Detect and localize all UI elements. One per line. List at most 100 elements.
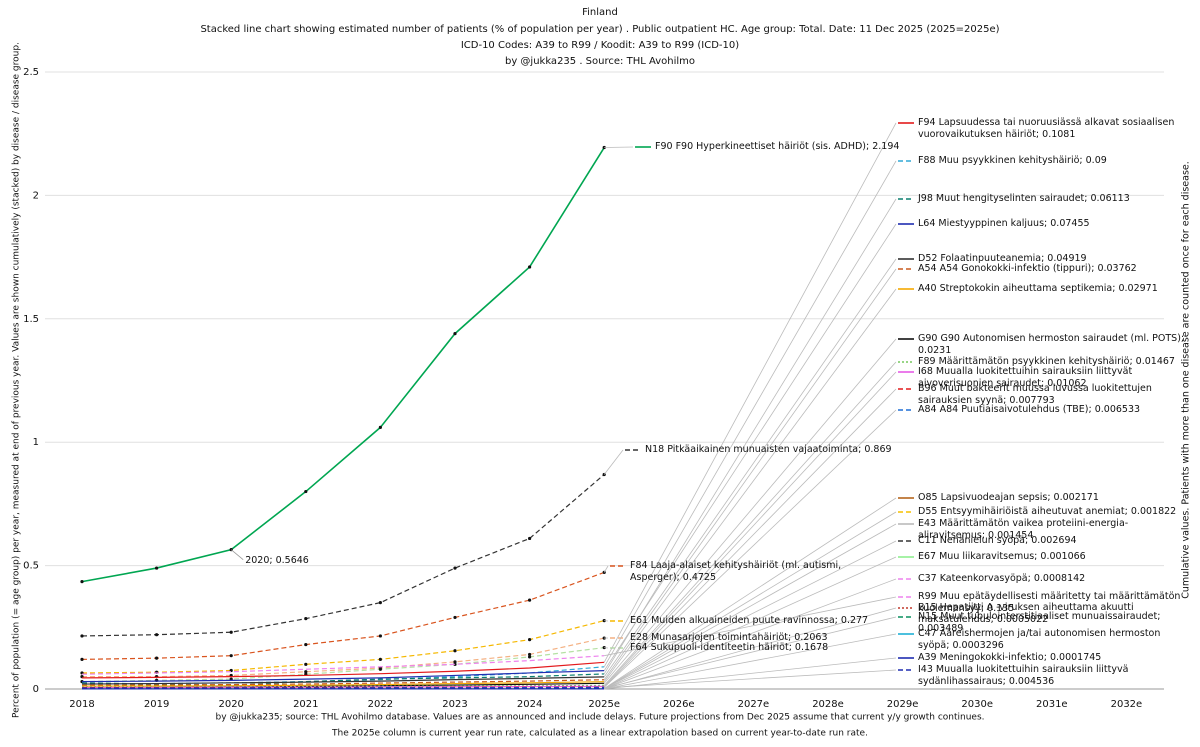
end-label: A84 A84 Puutiaisaivotulehdus (TBE); 0.00…: [918, 404, 1141, 415]
point-marker: [304, 670, 308, 674]
series-line: [81, 661, 605, 679]
point-marker: [528, 655, 532, 659]
end-label: A40 Streptokokin aiheuttama septikemia; …: [918, 283, 1158, 294]
x-tick-label: 2032e: [1111, 699, 1143, 710]
annotation: 2020; 0.5646: [245, 555, 309, 566]
chart-subtitle: Stacked line chart showing estimated num…: [200, 24, 999, 35]
leader-line: [604, 556, 897, 690]
leader-line: [603, 223, 897, 671]
leader-line: [603, 497, 897, 689]
end-label: N18 Pitkäaikainen munuaisten vajaatoimin…: [645, 444, 892, 455]
end-label: E61 Muiden alkuaineiden puute ravinnossa…: [630, 615, 869, 626]
point-marker: [155, 633, 159, 637]
series-line: [81, 474, 605, 637]
leader-line: [603, 511, 897, 689]
point-marker: [155, 566, 159, 570]
point-marker: [528, 598, 532, 602]
point-marker: [453, 615, 457, 620]
series-line: [82, 685, 605, 689]
series-line: [81, 655, 605, 675]
series-line: [81, 571, 605, 660]
leader-line: [604, 607, 897, 690]
point-marker: [378, 657, 382, 661]
end-label: G90 G90 Autonomisen hermoston sairaudet …: [918, 333, 1185, 356]
series-line: [81, 620, 605, 674]
point-marker: [80, 580, 84, 584]
end-label: J98 Muut hengityselinten sairaudet; 0.06…: [918, 193, 1130, 204]
end-label: F88 Muu psyykkinen kehityshäiriö; 0.09: [918, 155, 1107, 166]
point-marker: [304, 642, 308, 647]
point-marker: [80, 634, 84, 638]
series-line: [82, 637, 605, 678]
footer-note: The 2025e column is current year run rat…: [331, 729, 868, 739]
point-marker: [229, 654, 233, 658]
leader-line: [603, 409, 897, 688]
leader-line: [603, 338, 897, 684]
series-line: [81, 679, 605, 686]
leader-line: [603, 122, 897, 663]
end-label: D55 Entsyymihäiriöistä aiheutuvat anemia…: [918, 506, 1177, 517]
leader-line: [604, 657, 897, 690]
leader-line: [603, 371, 897, 687]
end-label: L64 Miestyyppinen kaljuus; 0.07455: [918, 218, 1090, 229]
leader-line: [604, 146, 634, 148]
x-tick-label: 2031e: [1036, 699, 1068, 710]
end-label: E28 Munasarjojen toimintahäiriöt; 0.2063: [630, 632, 828, 643]
series-line: [81, 670, 605, 683]
point-marker: [453, 332, 457, 336]
end-label: C11 Nenänielun syöpä; 0.002694: [918, 535, 1077, 546]
x-tick-label: 2018: [69, 699, 94, 710]
point-marker: [304, 489, 308, 494]
chart-subtitle: by @jukka235 . Source: THL Avohilmo: [505, 56, 695, 67]
end-label: F89 Määrittämätön psyykkinen kehityshäir…: [918, 356, 1175, 367]
leader-line: [603, 198, 897, 675]
point-marker: [528, 652, 532, 657]
x-tick-label: 2020: [218, 699, 243, 710]
point-marker: [453, 660, 457, 664]
point-marker: [378, 634, 382, 638]
leader-line: [604, 633, 897, 690]
point-marker: [453, 662, 457, 666]
point-marker: [528, 265, 532, 269]
end-label: D52 Folaatinpuuteanemia; 0.04919: [918, 253, 1087, 264]
end-label: O85 Lapsivuodeajan sepsis; 0.002171: [918, 492, 1099, 503]
leader-line: [603, 288, 897, 682]
point-marker: [304, 662, 308, 666]
x-tick-label: 2019: [144, 699, 169, 710]
end-label: C47 Ääreishermojen ja/tai autonomisen he…: [918, 628, 1161, 651]
end-label: B96 Muut bakteerit muussa luvussa luokit…: [918, 383, 1152, 406]
end-label: C37 Kateenkorvasyöpä; 0.0008142: [918, 573, 1086, 584]
x-tick-label: 2021: [293, 699, 318, 710]
end-label: F90 F90 Hyperkineettiset häiriöt (sis. A…: [655, 141, 900, 152]
y-axis-label: Percent of population (= age group) per …: [12, 42, 22, 718]
end-label: F84 Laaja-alaiset kehityshäiriöt (ml. au…: [630, 560, 842, 583]
x-tick-label: 2028e: [812, 699, 844, 710]
point-marker: [378, 425, 382, 429]
point-marker: [80, 657, 84, 661]
point-marker: [229, 630, 233, 634]
end-label: R99 Muu epätäydellisesti määritetty tai …: [918, 591, 1181, 614]
leader-line: [604, 523, 897, 689]
point-marker: [528, 536, 532, 541]
end-label: B15 Hepatiitti A -viruksen aiheuttama ak…: [918, 602, 1134, 625]
leader-line: [603, 160, 897, 667]
leader-line: [603, 565, 609, 573]
x-tick-label: 2024: [517, 699, 542, 710]
end-label: F94 Lapsuudessa tai nuoruusiässä alkavat…: [918, 117, 1175, 140]
annotation-leader: [230, 549, 244, 560]
end-label: A39 Meningokokki-infektio; 0.0001745: [918, 652, 1102, 663]
series-line: [81, 646, 605, 683]
leader-line: [604, 616, 897, 689]
leader-line: [603, 258, 897, 678]
point-marker: [528, 638, 532, 642]
series-line: [81, 673, 605, 686]
point-marker: [453, 566, 457, 570]
y-tick-label: 1: [33, 437, 39, 448]
end-label: E67 Muu liikaravitsemus; 0.001066: [918, 551, 1086, 562]
series-line: [81, 147, 605, 583]
series-line: [81, 676, 605, 685]
y-tick-label: 2.5: [23, 67, 39, 78]
point-marker: [304, 617, 308, 621]
